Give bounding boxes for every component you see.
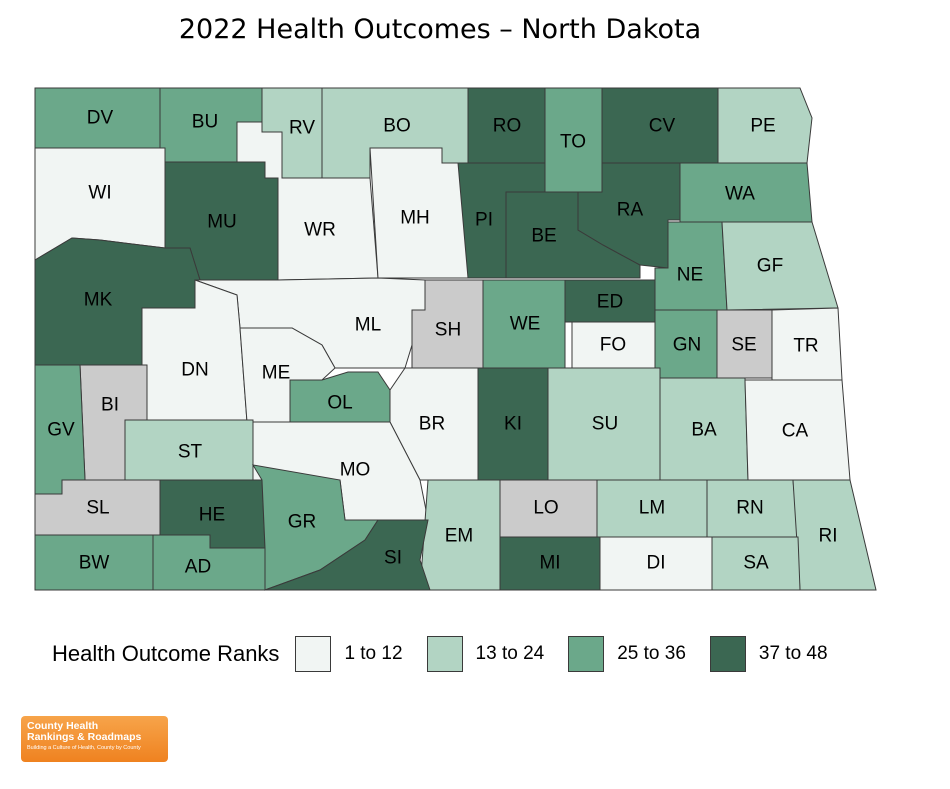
county-si [264,519,431,591]
county-label-mk: MK [84,290,113,311]
legend: Health Outcome Ranks 1 to 12 13 to 24 25… [52,634,846,674]
county-label-he: HE [199,505,225,526]
legend-swatch [295,636,332,672]
county-label-br: BR [419,414,445,435]
county-label-ki: KI [504,414,522,435]
page-title: 2022 Health Outcomes – North Dakota [178,14,702,45]
legend-label: 13 to 24 [475,643,545,664]
county-label-gv: GV [47,420,75,441]
logo-line1: County Health [27,720,99,732]
county-label-ro: RO [493,116,522,137]
county-label-gr: GR [288,512,317,533]
legend-swatch [568,636,605,672]
county-label-rv: RV [289,118,315,139]
county-label-rn: RN [736,498,763,519]
county-label-be: BE [531,226,556,247]
county-label-sl: SL [86,498,109,519]
county-label-se: SE [731,335,756,356]
county-label-wa: WA [725,184,755,205]
county-label-mh: MH [400,208,430,229]
county-label-mi: MI [539,553,560,574]
county-label-ne: NE [677,265,703,286]
county-label-dv: DV [87,108,114,129]
county-label-ra: RA [617,200,644,221]
legend-swatch [709,636,746,672]
county-label-tr: TR [793,336,818,357]
county-label-cv: CV [649,116,676,137]
county-label-bi: BI [101,395,119,416]
county-label-gf: GF [757,256,783,277]
legend-item-13-24: 13 to 24 [426,636,563,672]
county-label-st: ST [178,442,203,463]
county-label-ol: OL [327,393,352,414]
county-label-bo: BO [383,116,410,137]
logo-tagline: Building a Culture of Health, County by … [27,745,141,751]
county-label-di: DI [647,553,666,574]
legend-title: Health Outcome Ranks [52,641,280,666]
legend-item-25-36: 25 to 36 [568,636,704,672]
county-label-fo: FO [600,335,626,356]
county-label-mo: MO [340,460,371,481]
county-label-sh: SH [435,320,461,341]
legend-label: 1 to 12 [344,643,403,664]
county-label-ri: RI [819,526,838,547]
county-label-ca: CA [782,421,809,442]
county-pe [717,87,813,164]
county-label-me: ME [262,363,291,384]
county-label-ed: ED [597,292,623,313]
county-label-si: SI [384,548,402,569]
county-label-lo: LO [533,498,558,519]
county-label-we: WE [510,314,541,335]
legend-item-37-48: 37 to 48 [709,636,846,672]
county-label-ad: AD [185,557,211,578]
county-label-em: EM [445,526,474,547]
county-label-dn: DN [181,360,208,381]
county-label-to: TO [560,132,586,153]
legend-label: 25 to 36 [617,643,686,664]
county-label-wi: WI [88,183,111,204]
logo-line2: Rankings & Roadmaps [27,731,142,743]
county-label-bw: BW [79,553,110,574]
county-label-mu: MU [207,212,237,233]
county-label-wr: WR [304,220,336,241]
county-label-ml: ML [355,315,381,336]
county-label-sa: SA [743,553,769,574]
county-ad [152,534,266,591]
county-label-su: SU [592,414,618,435]
county-label-pi: PI [475,210,493,231]
county-label-bu: BU [192,112,218,133]
county-label-ba: BA [691,420,717,441]
county-health-rankings-logo: County Health Rankings & Roadmaps Buildi… [21,716,168,762]
legend-label: 37 to 48 [758,643,828,664]
legend-item-1-12: 1 to 12 [295,636,420,672]
legend-swatch [426,636,463,672]
county-label-lm: LM [639,498,665,519]
county-label-gn: GN [673,335,702,356]
county-sa [711,536,801,591]
county-label-pe: PE [750,116,775,137]
